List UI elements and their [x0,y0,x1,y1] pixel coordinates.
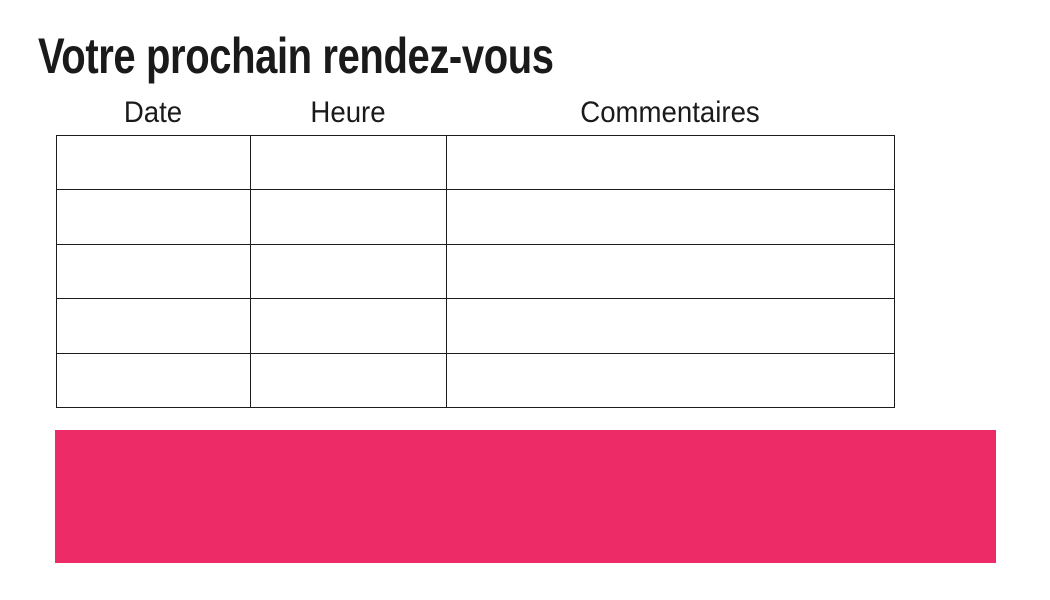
table-row [56,352,895,408]
table-cell-comment [446,189,895,245]
table-cell-heure [250,352,447,408]
table-cell-heure [250,134,447,191]
table-row [56,189,895,245]
column-header-date: Date [123,96,183,129]
table-cell-comment [446,134,895,191]
table-cell-date [56,189,251,245]
table-cell-comment [446,352,895,408]
pink-banner [55,430,996,563]
table-cell-heure [250,189,447,245]
appointments-table [56,134,895,408]
table-cell-heure [250,298,447,354]
table-row [56,134,895,191]
column-header-commentaires: Commentaires [580,96,760,129]
table-row [56,243,895,300]
table-header-row: Date Heure Commentaires [56,98,894,128]
table-cell-heure [250,243,447,300]
table-cell-date [56,352,251,408]
table-cell-date [56,298,251,354]
table-cell-comment [446,243,895,300]
table-cell-date [56,243,251,300]
page-title: Votre prochain rendez-vous [38,28,554,84]
column-header-heure: Heure [310,96,386,129]
table-cell-comment [446,298,895,354]
table-row [56,298,895,354]
table-cell-date [56,134,251,191]
